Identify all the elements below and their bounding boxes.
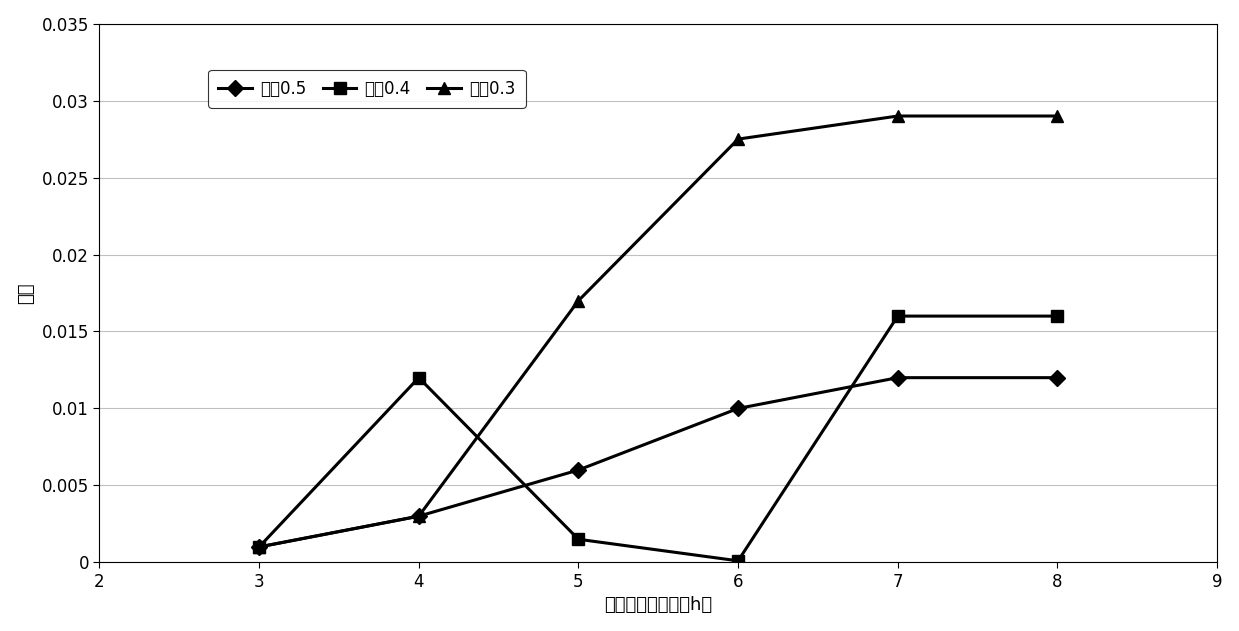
层卓0.3 <box>731 135 746 143</box>
Line: 层卓0.5: 层卓0.5 <box>254 372 1063 553</box>
Y-axis label: 误差: 误差 <box>16 282 35 304</box>
层卓0.3 <box>891 112 906 120</box>
层卓0.5 <box>731 404 746 412</box>
层卓0.4 <box>1049 312 1064 320</box>
层卓0.5 <box>411 512 426 520</box>
层卓0.5 <box>891 374 906 382</box>
Line: 层卓0.3: 层卓0.3 <box>254 110 1063 553</box>
层卓0.3 <box>411 512 426 520</box>
层卓0.3 <box>1049 112 1064 120</box>
层卓0.5 <box>252 543 266 551</box>
X-axis label: 铺筑层间歇时间（h）: 铺筑层间歇时间（h） <box>605 596 712 615</box>
Line: 层卓0.4: 层卓0.4 <box>254 310 1063 567</box>
层卓0.5 <box>571 466 586 474</box>
层卓0.3 <box>252 543 266 551</box>
层卓0.4 <box>571 536 586 543</box>
层卓0.3 <box>571 297 586 305</box>
层卓0.4 <box>731 557 746 565</box>
层卓0.4 <box>411 374 426 382</box>
层卓0.4 <box>891 312 906 320</box>
层卓0.4 <box>252 543 266 551</box>
Legend: 层卓0.5, 层卓0.4, 层卓0.3: 层卓0.5, 层卓0.4, 层卓0.3 <box>208 69 525 108</box>
层卓0.5 <box>1049 374 1064 382</box>
